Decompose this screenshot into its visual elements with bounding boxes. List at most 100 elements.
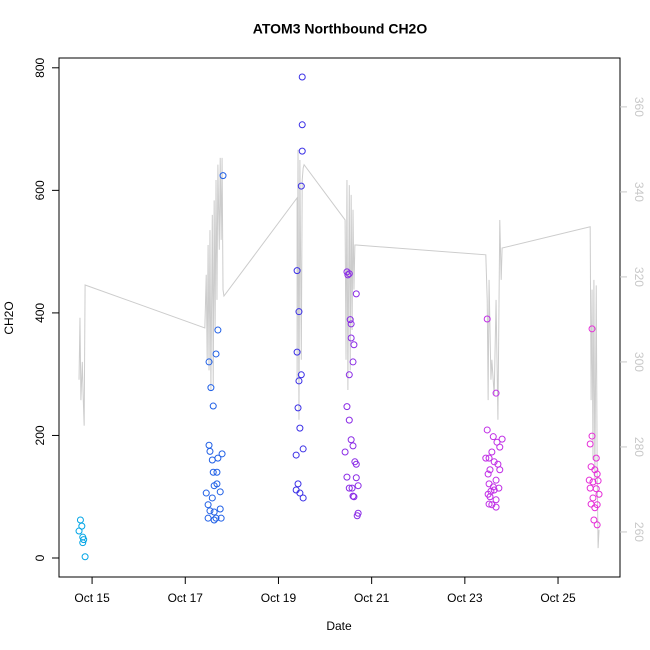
point [595,490,603,498]
point [345,371,353,379]
y2-tick-label: 360 [632,97,646,117]
point [207,384,215,392]
point [299,445,307,453]
point [212,514,220,522]
point [590,516,598,524]
point [349,358,357,366]
point [206,447,214,455]
point [496,443,504,451]
point [294,404,302,412]
point [214,326,222,334]
point [294,480,302,488]
x-tick-label: Oct 15 [74,591,110,605]
point [482,454,490,462]
point [293,267,301,275]
point [593,470,601,478]
point [489,433,497,441]
point [485,454,493,462]
point [292,451,300,459]
point [347,334,355,342]
point [495,484,503,492]
point [341,448,349,456]
point [295,377,303,385]
y2-tick-label: 300 [632,352,646,372]
point [347,436,355,444]
y-tick-label: 800 [33,57,47,77]
plot-frame [58,57,621,578]
point [204,501,212,509]
y-tick-label: 600 [33,180,47,200]
point [210,516,218,524]
point [206,507,214,515]
point [492,503,500,511]
point [343,473,351,481]
point [488,448,496,456]
point [212,350,220,358]
point [297,371,305,379]
point [348,484,356,492]
point [352,290,360,298]
point [346,316,354,324]
point [299,494,307,502]
y-tick-label: 400 [33,303,47,323]
y-axis-label: CH2O [2,301,16,334]
point [483,426,491,434]
point [81,553,89,561]
x-axis-label: Date [326,619,352,633]
x-tick-label: Oct 17 [168,591,204,605]
point [496,466,504,474]
point [594,477,602,485]
point [483,315,491,323]
point [218,450,226,458]
point [492,389,500,397]
y-tick-label: 0 [33,554,47,561]
line-series [78,149,600,549]
point [202,489,210,497]
point [593,521,601,529]
point [80,536,88,544]
point [498,435,506,443]
point [298,147,306,155]
y2-tick-label: 320 [632,267,646,287]
point [592,454,600,462]
point [214,454,222,462]
point [352,460,360,468]
point [352,474,360,482]
point [486,493,494,501]
x-tick-label: Oct 21 [354,591,390,605]
point [216,505,224,513]
point [209,468,217,476]
point [585,476,593,484]
point [490,486,498,494]
point [204,514,212,522]
x-tick-label: Oct 23 [447,591,483,605]
point [298,121,306,129]
point [213,468,221,476]
point [486,466,494,474]
point [350,493,358,501]
point [75,527,83,535]
point [492,476,500,484]
point [589,478,597,486]
point [344,271,352,279]
point [219,172,227,180]
point [209,402,217,410]
point [349,492,357,500]
point [295,308,303,316]
y2-tick-label: 340 [632,182,646,202]
point [349,442,357,450]
point [353,512,361,520]
point [588,325,596,333]
y2-tick-label: 260 [632,522,646,542]
point [354,482,362,490]
point [297,182,305,190]
point [588,432,596,440]
y-tick-label: 200 [33,425,47,445]
point [345,416,353,424]
point [592,485,600,493]
point [589,494,597,502]
point [296,424,304,432]
